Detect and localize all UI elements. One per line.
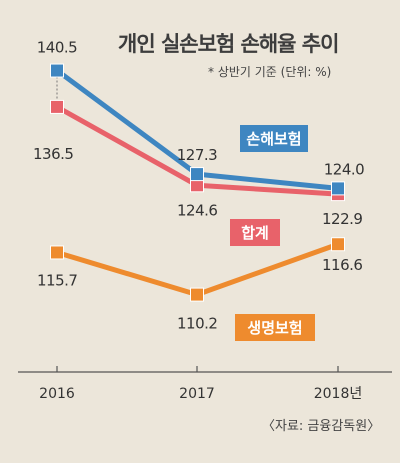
series-tag: [235, 314, 315, 341]
data-label: 124.0: [324, 160, 364, 178]
data-label: 124.6: [177, 201, 217, 219]
data-label: 116.6: [322, 256, 362, 274]
data-point: [50, 245, 64, 260]
series-tag-label: 합계: [241, 224, 269, 242]
x-tick-label: 2017: [179, 386, 215, 402]
data-point: [331, 181, 345, 196]
series-tag-label: 손해보험: [246, 130, 301, 148]
data-label: 127.3: [177, 146, 217, 164]
data-point: [50, 99, 64, 114]
data-point: [190, 167, 204, 182]
series-tag-label: 생명보험: [247, 319, 302, 337]
series-line: [56, 241, 339, 298]
source-note: 〈자료: 금융감독원〉: [262, 419, 381, 434]
data-label: 140.5: [37, 39, 77, 57]
series-tag: [240, 125, 308, 152]
chart-title: 개인 실손보험 손해율 추이: [118, 32, 339, 56]
data-label: 122.9: [322, 210, 362, 228]
data-point: [331, 237, 345, 252]
data-label: 136.5: [33, 145, 73, 163]
data-point: [50, 63, 64, 78]
chart-subtitle: * 상반기 기준 (단위: %): [208, 65, 332, 79]
x-tick-label: 2018년: [314, 386, 363, 402]
x-tick-label: 2016: [39, 386, 75, 402]
data-point: [190, 287, 204, 302]
data-label: 110.2: [177, 315, 217, 333]
data-label: 115.7: [37, 271, 77, 289]
series-tag: [230, 219, 280, 246]
